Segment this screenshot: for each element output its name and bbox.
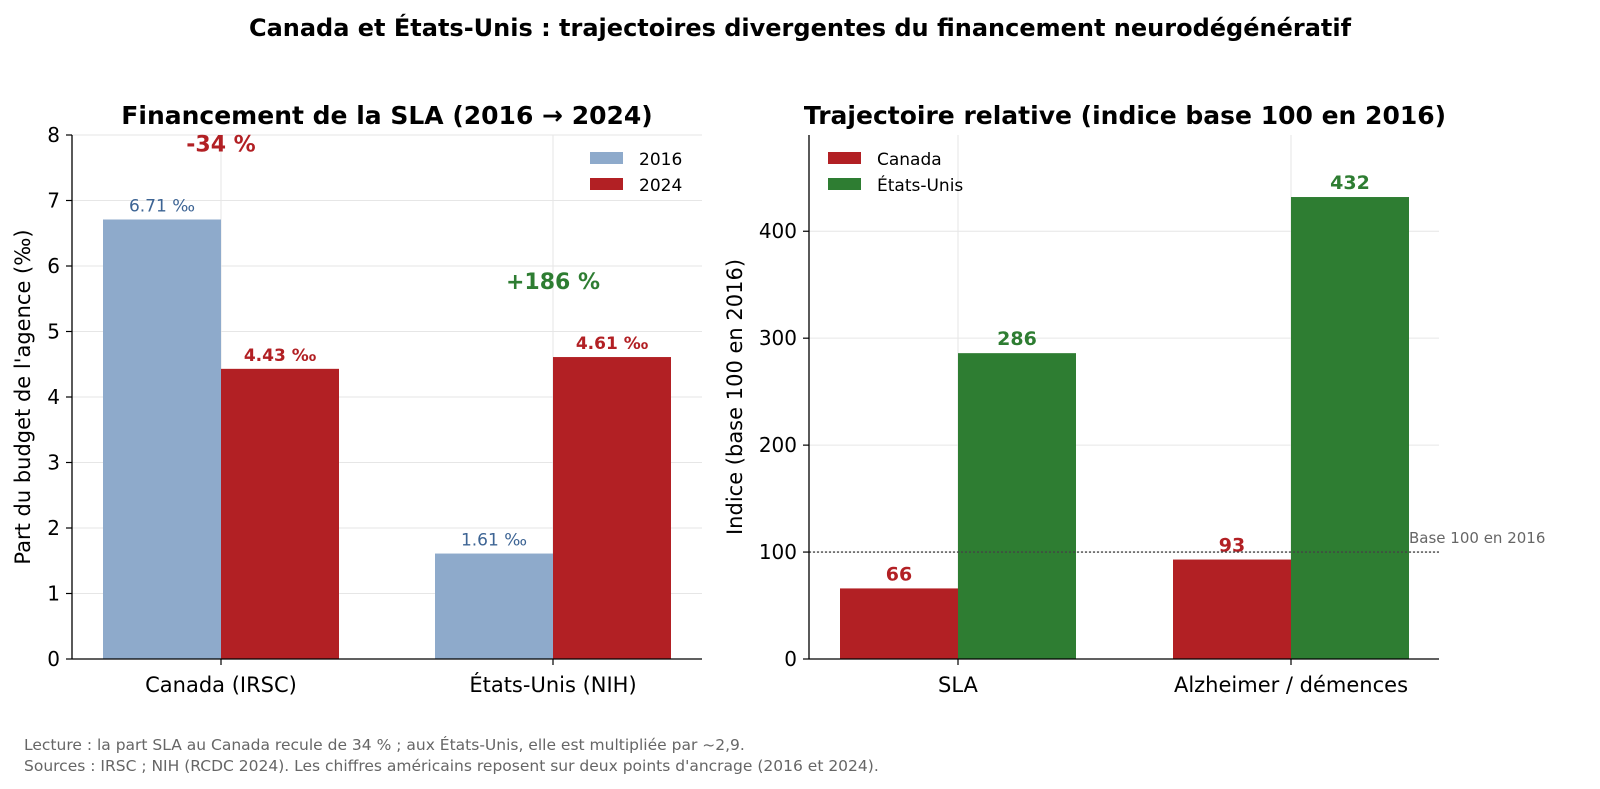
panel-title: Trajectoire relative (indice base 100 en…: [804, 101, 1446, 130]
x-tick-label: Canada (IRSC): [145, 673, 297, 697]
data-label: 432: [1330, 172, 1370, 194]
y-axis-label: Part du budget de l'agence (‰): [11, 229, 35, 564]
data-label: 286: [997, 328, 1037, 350]
y-tick-label: 400: [759, 219, 797, 243]
bar-canada-2: [1173, 559, 1291, 659]
data-label: 6.71 ‰: [129, 196, 195, 216]
y-axis-label: Indice (base 100 en 2016): [723, 259, 747, 535]
change-annotation: +186 %: [506, 270, 600, 295]
legend-swatch: [828, 152, 861, 164]
x-tick-label: SLA: [938, 673, 979, 697]
legend-label: 2016: [639, 150, 682, 170]
legend-swatch: [828, 178, 861, 190]
legend-swatch: [590, 178, 623, 190]
data-label: 4.61 ‰: [576, 334, 649, 354]
bar-canada-1: [840, 588, 958, 659]
x-tick-label: États-Unis (NIH): [469, 672, 636, 697]
legend-swatch: [590, 152, 623, 164]
bar-2016-2: [435, 553, 553, 659]
y-tick-label: 0: [784, 647, 797, 671]
footer-note-sources: Sources : IRSC ; NIH (RCDC 2024). Les ch…: [24, 757, 879, 775]
y-tick-label: 100: [759, 540, 797, 564]
legend-label: Canada: [877, 150, 942, 170]
data-label: 4.43 ‰: [244, 346, 317, 366]
y-tick-label: 0: [47, 647, 60, 671]
y-tick-label: 4: [47, 385, 60, 409]
y-tick-label: 5: [47, 320, 60, 344]
data-label: 93: [1219, 535, 1245, 557]
bar-2024-1: [221, 368, 339, 659]
x-tick-label: Alzheimer / démences: [1174, 673, 1408, 697]
legend-label: États-Unis: [877, 174, 963, 196]
bar-2024-2: [553, 357, 671, 659]
y-tick-label: 300: [759, 326, 797, 350]
figure-title: Canada et États-Unis : trajectoires dive…: [248, 14, 1352, 42]
bar--tats-unis-1: [958, 353, 1076, 659]
change-annotation: -34 %: [186, 132, 255, 157]
panel-title: Financement de la SLA (2016 → 2024): [121, 101, 652, 130]
y-tick-label: 7: [47, 189, 60, 213]
y-tick-label: 1: [47, 582, 60, 606]
footer-note-reading: Lecture : la part SLA au Canada recule d…: [24, 736, 745, 754]
y-tick-label: 3: [47, 451, 60, 475]
y-tick-label: 8: [47, 123, 60, 147]
reference-line-label: Base 100 en 2016: [1409, 529, 1545, 547]
bar-2016-1: [103, 219, 221, 659]
legend-label: 2024: [639, 176, 682, 196]
y-tick-label: 2: [47, 516, 60, 540]
y-tick-label: 6: [47, 254, 60, 278]
y-tick-label: 200: [759, 433, 797, 457]
bar--tats-unis-2: [1291, 197, 1409, 660]
data-label: 1.61 ‰: [461, 531, 527, 551]
data-label: 66: [886, 563, 912, 585]
